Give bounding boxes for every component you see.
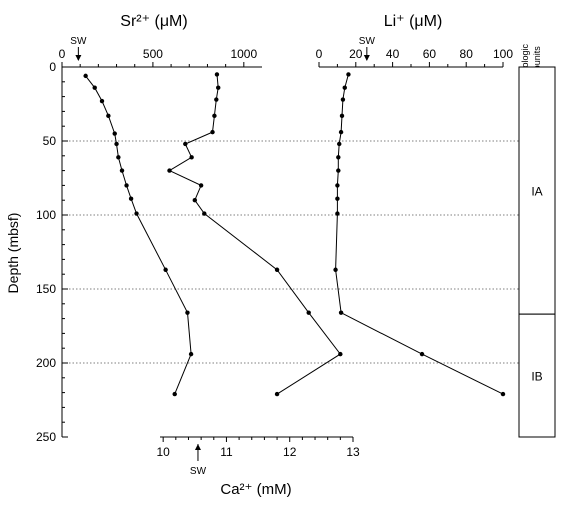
li-data-point [337, 142, 341, 146]
sr-seawater-arrowhead [75, 55, 81, 61]
ca-data-point [183, 142, 187, 146]
ca-seawater-arrowhead [195, 444, 201, 450]
depth-tick-label: 0 [49, 60, 56, 74]
sr-data-point [116, 155, 120, 159]
ca-data-point [210, 130, 214, 134]
li-tick-label: 80 [460, 47, 474, 61]
sr-data-point [124, 183, 128, 187]
ca-data-point [167, 168, 171, 172]
sr-data-point [100, 99, 104, 103]
depth-tick-label: 150 [36, 282, 56, 296]
li-tick-label: 40 [386, 47, 400, 61]
depth-axis-title: Depth (mbsf) [5, 213, 21, 294]
ca-data-point [189, 155, 193, 159]
axes: 0 50 100 150 200 250 0 500 1000 SW 0 20 40 60 80 100 SW 1… [36, 36, 513, 477]
sr-data-point [93, 86, 97, 90]
li-data-point [336, 155, 340, 159]
li-tick-label: 0 [316, 47, 323, 61]
sr-series-line [86, 76, 192, 394]
li-tick-label: 20 [349, 47, 363, 61]
li-data-point [339, 310, 343, 314]
li-data-point [346, 72, 350, 76]
li-data-point [341, 97, 345, 101]
li-tick-label: 100 [493, 47, 513, 61]
lithologic-unit-label: IA [531, 185, 542, 199]
sr-axis-title: Sr²⁺ (μM) [120, 13, 187, 30]
ca-tick-label: 11 [220, 445, 233, 459]
ca-data-point [216, 86, 220, 90]
li-seawater-arrowhead [364, 55, 370, 61]
data-series [83, 72, 505, 396]
ca-seawater-label: SW [190, 466, 207, 477]
li-data-point [339, 130, 343, 134]
li-data-point [333, 268, 337, 272]
ca-tick-label: 10 [156, 445, 170, 459]
lithologic-units-column: IA IB [519, 67, 555, 437]
ca-data-point [307, 310, 311, 314]
ca-data-point [338, 352, 342, 356]
ca-tick-label: 13 [346, 445, 360, 459]
sr-data-point [114, 142, 118, 146]
sr-tick-label: 500 [143, 47, 163, 61]
sr-seawater-label: SW [70, 36, 87, 47]
depth-tick-label: 100 [36, 208, 56, 222]
ca-data-point [214, 97, 218, 101]
sr-tick-label: 0 [59, 47, 66, 61]
ca-data-point [275, 392, 279, 396]
sr-data-point [163, 268, 167, 272]
ca-data-point [215, 72, 219, 76]
sr-data-point [173, 392, 177, 396]
sr-data-point [189, 352, 193, 356]
ca-data-point [275, 268, 279, 272]
li-data-point [501, 392, 505, 396]
depth-tick-label: 250 [36, 430, 56, 444]
ca-series-line [170, 74, 341, 394]
li-data-point [335, 211, 339, 215]
sr-data-point [83, 74, 87, 78]
li-data-point [343, 86, 347, 90]
sr-data-point [185, 310, 189, 314]
ca-data-point [193, 198, 197, 202]
li-seawater-label: SW [359, 36, 376, 47]
ca-data-point [212, 114, 216, 118]
sr-data-point [129, 197, 133, 201]
sr-data-point [113, 131, 117, 135]
ca-data-point [199, 183, 203, 187]
ca-tick-label: 12 [283, 445, 297, 459]
li-data-point [336, 168, 340, 172]
li-data-point [420, 352, 424, 356]
sr-data-point [134, 211, 138, 215]
li-data-point [335, 183, 339, 187]
li-data-point [335, 197, 339, 201]
depth-tick-label: 200 [36, 356, 56, 370]
ca-axis-title: Ca²⁺ (mM) [220, 481, 291, 498]
li-series-line [336, 74, 503, 394]
li-tick-label: 60 [423, 47, 437, 61]
sr-data-point [106, 114, 110, 118]
sr-tick-label: 1000 [230, 47, 257, 61]
depth-reference-lines [62, 141, 519, 363]
depth-tick-label: 50 [43, 134, 57, 148]
ca-data-point [202, 211, 206, 215]
lithologic-unit-label: IB [531, 370, 542, 384]
sr-data-point [120, 168, 124, 172]
li-axis-title: Li⁺ (μM) [384, 13, 443, 30]
li-data-point [340, 114, 344, 118]
